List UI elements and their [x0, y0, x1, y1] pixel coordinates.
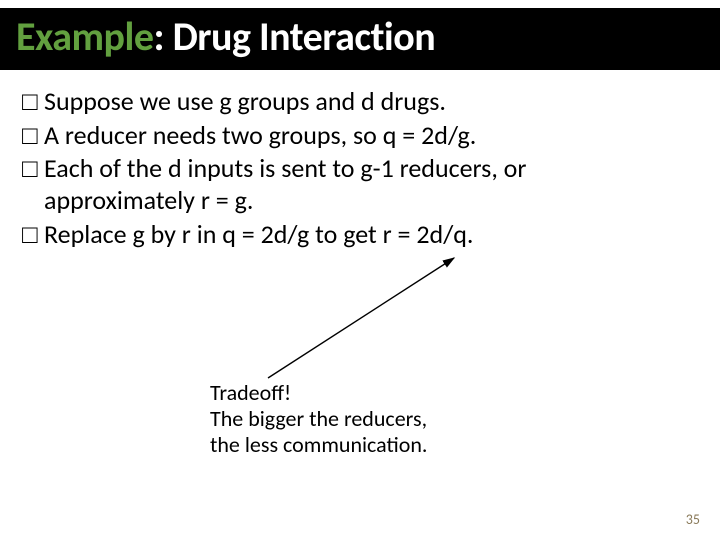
bullet-4-text: Replace g by r in q = 2d/g to get r = 2d…	[44, 218, 473, 250]
title-bar: Example: Drug Interaction	[0, 8, 720, 70]
page-number: 35	[686, 511, 700, 528]
bullet-1-text: Suppose we use g groups and d drugs.	[44, 85, 446, 117]
callout-line-1: Tradeoff!	[210, 380, 428, 406]
tradeoff-callout: Tradeoff! The bigger the reducers, the l…	[210, 380, 428, 458]
bullet-glyph: □	[22, 219, 44, 251]
callout-line-3: the less communication.	[210, 432, 428, 458]
bullet-1: □Suppose we use g groups and d drugs.	[22, 86, 698, 118]
callout-arrow	[268, 258, 454, 378]
bullet-glyph: □	[22, 120, 44, 152]
bullet-3: □Each of the d inputs is sent to g-1 red…	[22, 153, 698, 216]
bullet-2-text: A reducer needs two groups, so q = 2d/g.	[44, 119, 476, 151]
arrow-overlay	[0, 0, 720, 540]
bullet-glyph: □	[22, 86, 44, 118]
bullet-4: □Replace g by r in q = 2d/g to get r = 2…	[22, 219, 698, 251]
bullet-3-text: Each of the d inputs is sent to g-1 redu…	[44, 152, 526, 184]
bullet-3-cont: approximately r = g.	[22, 185, 698, 217]
bullet-glyph: □	[22, 153, 44, 185]
slide-body: □Suppose we use g groups and d drugs. □A…	[22, 86, 698, 253]
callout-line-2: The bigger the reducers,	[210, 406, 428, 432]
slide-title: Example: Drug Interaction	[16, 12, 435, 61]
title-first-word: Example	[16, 12, 153, 61]
title-rest: : Drug Interaction	[153, 12, 435, 61]
bullet-2: □A reducer needs two groups, so q = 2d/g…	[22, 120, 698, 152]
slide: Example: Drug Interaction □Suppose we us…	[0, 0, 720, 540]
